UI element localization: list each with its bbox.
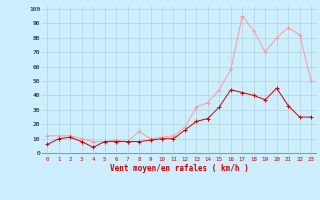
X-axis label: Vent moyen/en rafales ( km/h ): Vent moyen/en rafales ( km/h ) xyxy=(110,164,249,173)
